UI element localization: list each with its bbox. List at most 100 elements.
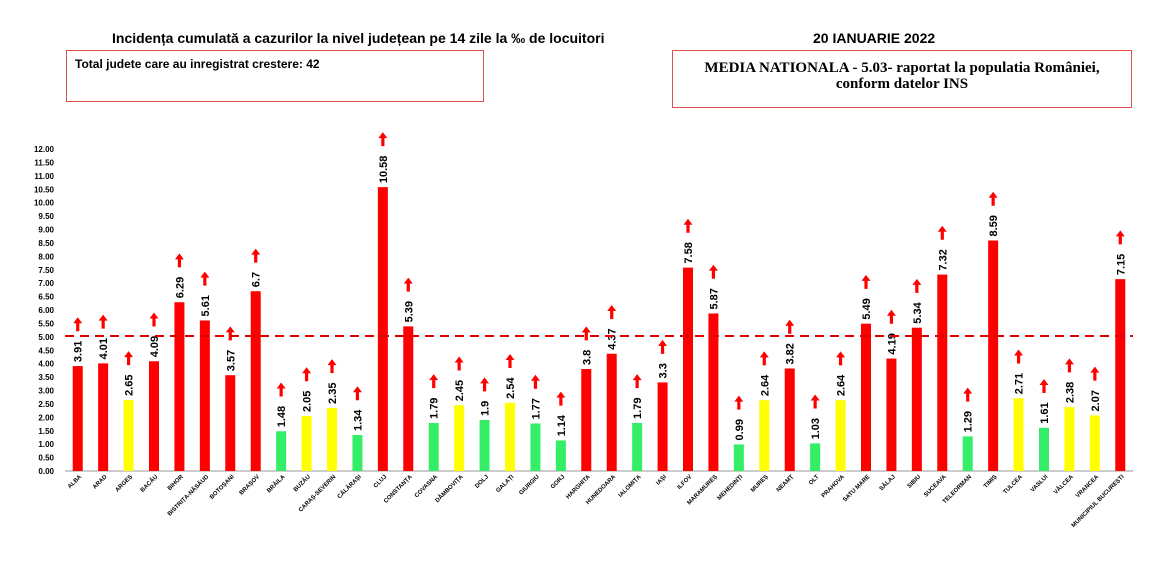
y-tick-label: 1.50 — [38, 427, 54, 436]
bar — [403, 326, 414, 471]
bar — [988, 240, 999, 471]
x-tick-label: ILFOV — [677, 474, 694, 491]
bar — [352, 435, 363, 471]
trend-up-arrow-icon — [73, 317, 83, 332]
trend-up-arrow-icon — [632, 374, 642, 389]
trend-up-arrow-icon — [785, 319, 795, 334]
national-average-line2: conform datelor INS — [835, 76, 969, 92]
data-label: 7.32 — [937, 249, 949, 270]
bar — [301, 415, 312, 471]
bar — [1089, 415, 1100, 471]
y-tick-label: 6.50 — [38, 293, 54, 302]
chart-date: 20 IANUARIE 2022 — [813, 30, 936, 46]
y-tick-label: 12.00 — [34, 145, 55, 154]
bar — [1064, 407, 1075, 471]
trend-up-arrow-icon — [734, 395, 744, 410]
bar — [123, 399, 134, 471]
x-tick-label: SĂLAJ — [878, 473, 897, 492]
bar — [174, 302, 185, 471]
trend-up-arrow-icon — [963, 387, 973, 402]
data-label: 2.45 — [454, 380, 466, 401]
bar — [683, 267, 693, 471]
x-tick-label: DÂMBOVIȚA — [434, 473, 465, 504]
bar — [835, 400, 846, 471]
bar — [657, 382, 668, 471]
y-tick-label: 7.00 — [38, 279, 54, 288]
x-tick-label: CĂLĂRAȘI — [336, 473, 363, 500]
y-tick-label: 9.50 — [38, 212, 54, 221]
y-tick-label: 5.50 — [38, 319, 54, 328]
data-label: 6.7 — [251, 272, 263, 287]
data-label: 1.48 — [276, 406, 288, 427]
y-tick-label: 4.50 — [38, 346, 54, 355]
x-tick-label: VASLUI — [1030, 474, 1050, 494]
data-label: 4.19 — [886, 333, 898, 354]
trend-up-arrow-icon — [403, 277, 413, 292]
trend-up-arrow-icon — [480, 377, 490, 392]
x-tick-label: TULCEA — [1003, 474, 1025, 496]
data-label: 5.49 — [861, 298, 873, 319]
y-tick-label: 0.50 — [38, 454, 54, 463]
trend-up-arrow-icon — [836, 351, 846, 366]
data-label: 4.09 — [149, 336, 161, 357]
trend-up-arrow-icon — [683, 218, 693, 233]
trend-up-arrow-icon — [124, 351, 134, 366]
x-tick-label: BISTRIȚA-NĂSĂUD — [166, 473, 211, 518]
trend-up-arrow-icon — [886, 309, 896, 324]
bar — [250, 291, 261, 471]
bar — [72, 366, 83, 471]
y-tick-label: 7.50 — [38, 266, 54, 275]
x-tick-label: MUNICIPIUL BUCUREȘTI — [1071, 474, 1126, 529]
trend-up-arrow-icon — [556, 391, 566, 406]
x-tick-label: BOTOȘANI — [209, 474, 236, 501]
x-tick-label: ARGEȘ — [115, 474, 134, 493]
x-tick-label: BACĂU — [139, 473, 159, 493]
data-label: 1.79 — [429, 398, 441, 419]
bar — [581, 369, 592, 471]
y-tick-label: 5.00 — [38, 333, 54, 342]
x-tick-label: BRĂILA — [266, 473, 287, 494]
x-tick-label: PRAHOVA — [821, 474, 847, 500]
bar — [784, 368, 795, 471]
trend-up-arrow-icon — [505, 354, 515, 369]
x-tick-label: COVASNA — [414, 474, 440, 500]
national-average-line1: MEDIA NATIONALA - 5.03- raportat la popu… — [704, 60, 1100, 76]
trend-up-arrow-icon — [174, 253, 184, 268]
y-tick-label: 2.00 — [38, 413, 54, 422]
data-label: 3.8 — [581, 350, 593, 365]
x-tick-label: IALOMIȚA — [618, 474, 643, 499]
x-tick-label: GORJ — [550, 474, 566, 490]
y-tick-label: 9.00 — [38, 226, 54, 235]
data-label: 2.65 — [124, 374, 136, 395]
y-tick-label: 2.50 — [38, 400, 54, 409]
x-tick-label: SATU MARE — [842, 474, 871, 503]
data-label: 1.14 — [556, 414, 568, 436]
trend-up-arrow-icon — [454, 356, 464, 371]
trend-up-arrow-icon — [810, 394, 820, 409]
bar — [276, 431, 287, 471]
bar — [886, 358, 897, 471]
trend-up-arrow-icon — [276, 382, 286, 397]
trend-up-arrow-icon — [352, 386, 362, 401]
data-label: 3.82 — [785, 343, 797, 364]
trend-up-arrow-icon — [937, 225, 947, 240]
bar — [708, 313, 719, 471]
chart-title: Incidența cumulată a cazurilor la nivel … — [112, 30, 605, 46]
trend-up-arrow-icon — [759, 351, 769, 366]
bar — [225, 375, 236, 471]
x-tick-label: ALBA — [67, 474, 83, 490]
x-tick-label: VRANCEA — [1075, 474, 1101, 500]
bar — [327, 407, 337, 471]
data-label: 1.77 — [530, 398, 542, 419]
trend-up-arrow-icon — [200, 271, 210, 286]
data-label: 1.79 — [632, 398, 644, 419]
trend-up-arrow-icon — [912, 278, 922, 293]
bar — [1115, 279, 1126, 471]
trend-up-arrow-icon — [1039, 378, 1049, 393]
y-tick-label: 10.00 — [34, 199, 55, 208]
y-tick-label: 4.00 — [38, 360, 54, 369]
trend-up-arrow-icon — [1115, 230, 1125, 245]
x-tick-label: BRAȘOV — [239, 474, 261, 496]
trend-up-arrow-icon — [607, 304, 617, 319]
bar — [937, 274, 948, 471]
